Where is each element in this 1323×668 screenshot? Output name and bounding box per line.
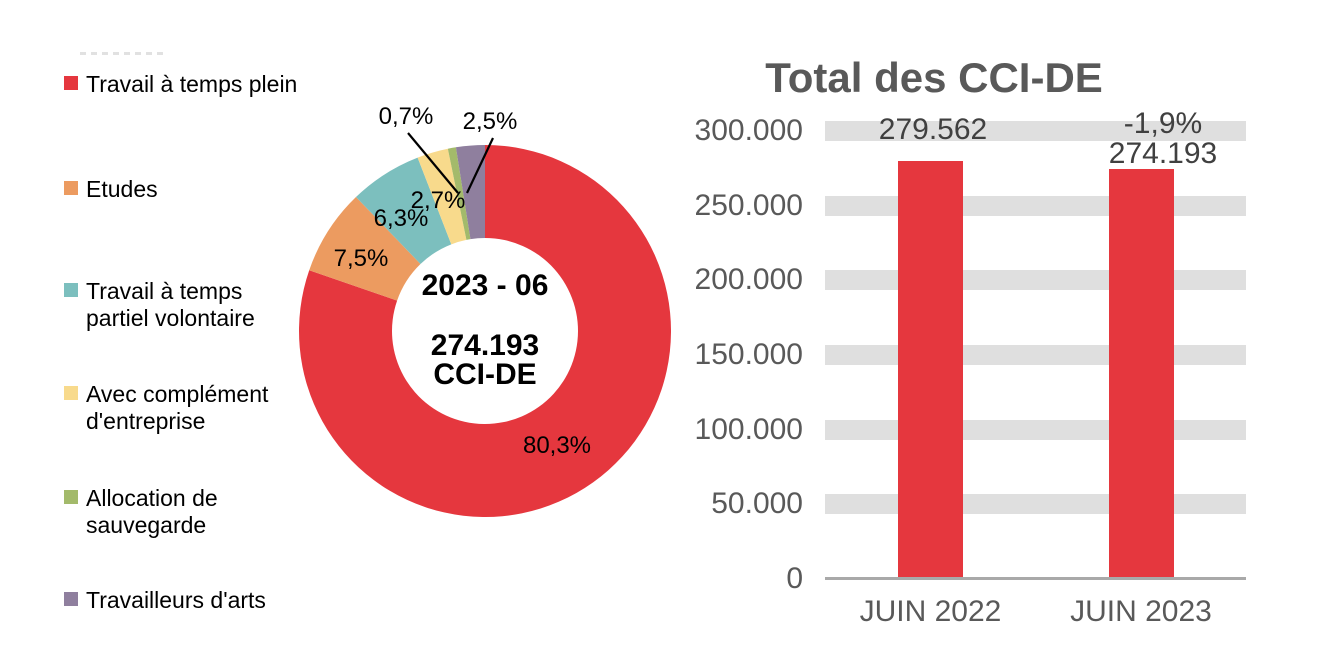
- legend-swatch-etudes: [64, 181, 78, 195]
- y-axis-tick-label-200.000: 200.000: [694, 263, 803, 296]
- legend-label-travail-temps-plein: Travail à temps plein: [86, 71, 298, 97]
- gridline-band-150.000: [825, 345, 1246, 365]
- bar-total-label: 274.193: [1108, 137, 1218, 170]
- y-axis-tick-label-50.000: 50.000: [711, 487, 803, 520]
- legend-swatch-travail-temps-partiel-volontaire: [64, 283, 78, 297]
- legend-label-allocation-de-sauvegarde: Allocation de sauvegarde: [86, 485, 218, 538]
- y-axis-tick-label-100.000: 100.000: [694, 413, 803, 446]
- pct-label-allocation-de-sauvegarde: 0,7%: [378, 103, 434, 130]
- legend-label-avec-compl-ment-d-entreprise: Avec complément d'entreprise: [86, 381, 269, 434]
- x-axis-category-label-juin-2022: JUIN 2022: [859, 595, 1002, 628]
- legend-item-etudes: Etudes: [64, 176, 298, 203]
- y-axis-tick-label-300.000: 300.000: [694, 114, 803, 147]
- gridline-band-100.000: [825, 420, 1246, 440]
- y-axis-tick-label-250.000: 250.000: [694, 189, 803, 222]
- donut-center-period: 2023 - 06: [421, 269, 549, 302]
- legend-swatch-travailleurs-d-arts: [64, 592, 78, 606]
- gridline-band-300.000: [825, 121, 1246, 141]
- pct-label-avec-complement: 2,7%: [410, 187, 466, 214]
- legend-label-etudes: Etudes: [86, 176, 158, 202]
- donut-center-unit: CCI-DE: [433, 358, 537, 391]
- pct-label-temps-partiel: 6,3%: [373, 205, 429, 232]
- y-axis-tick-label-0: 0: [786, 562, 803, 595]
- legend-label-travailleurs-d-arts: Travailleurs d'arts: [86, 587, 266, 613]
- pct-label-etudes: 7,5%: [333, 245, 389, 272]
- y-axis-tick-label-150.000: 150.000: [694, 338, 803, 371]
- legend-item-travailleurs-d-arts: Travailleurs d'arts: [64, 587, 298, 614]
- pct-label-temps-plein: 80,3%: [522, 432, 592, 459]
- bar-delta-label: -1,9%: [1123, 107, 1203, 140]
- donut-slice-travail-temps-plein: [299, 145, 671, 517]
- gridline-band-200.000: [825, 270, 1246, 290]
- pct-label-travailleurs-d-arts: 2,5%: [462, 108, 518, 135]
- x-axis-category-label-juin-2023: JUIN 2023: [1070, 595, 1212, 628]
- donut-center-value: 274.193: [430, 329, 540, 362]
- bar-chart-title: Total des CCI-DE: [765, 54, 1103, 101]
- bar-juin-2023: [1109, 169, 1174, 579]
- bar-value-label-juin-2022: 279.562: [878, 113, 988, 146]
- legend-item-allocation-de-sauvegarde: Allocation de sauvegarde: [64, 485, 298, 539]
- legend-label-travail-temps-partiel-volontaire: Travail à temps partiel volontaire: [86, 278, 255, 331]
- legend-item-travail-temps-partiel-volontaire: Travail à temps partiel volontaire: [64, 278, 298, 332]
- legend-swatch-avec-compl-ment-d-entreprise: [64, 386, 78, 400]
- gridline-band-250.000: [825, 196, 1246, 216]
- bar-juin-2022: [898, 161, 963, 579]
- donut-slice-etudes: [309, 197, 421, 301]
- legend-swatch-allocation-de-sauvegarde: [64, 490, 78, 504]
- bar-value-label-juin-2023: -1,9% 274.193: [1109, 109, 1217, 169]
- gridline-band-50.000: [825, 494, 1246, 514]
- x-axis-line: [825, 577, 1246, 580]
- legend-swatch-travail-temps-plein: [64, 76, 78, 90]
- donut-center-text: 2023 - 06 274.193 CCI-DE: [421, 269, 549, 391]
- cropped-text-artifact: [80, 52, 166, 55]
- legend-item-avec-compl-ment-d-entreprise: Avec complément d'entreprise: [64, 381, 298, 435]
- legend-item-travail-temps-plein: Travail à temps plein: [64, 71, 298, 98]
